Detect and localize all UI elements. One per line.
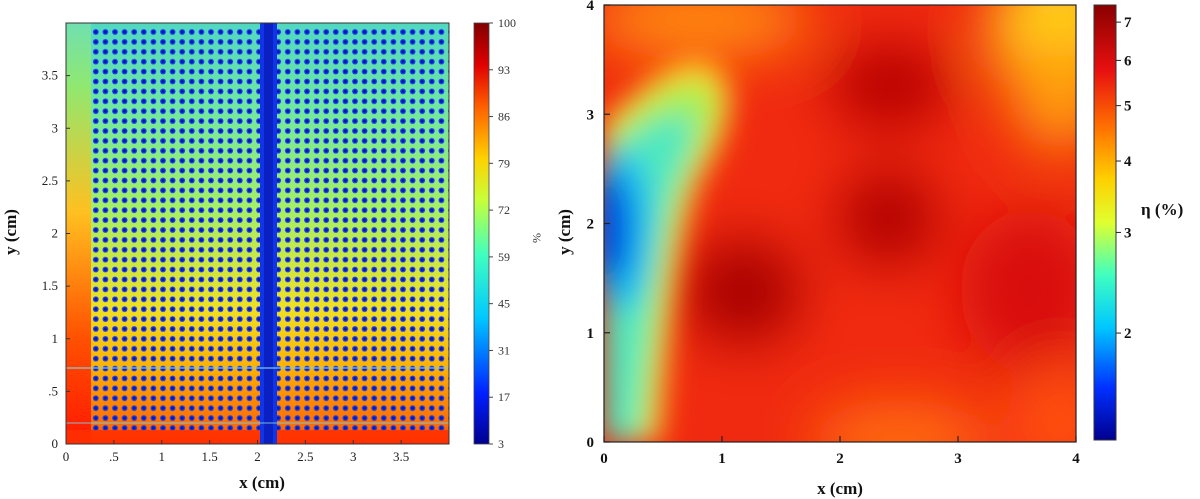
left-colorbar-tick-label: 93 [498, 63, 510, 77]
right-x-ticks: 0 1 2 3 4 [600, 436, 1080, 467]
right-y-tick-label: 0 [587, 435, 595, 451]
left-heatmap-chart: 0 .5 1 1.5 2 2.5 3 3.5 0 .5 1 1.5 2 2.5 3 3.5 x (cm) y… [1, 16, 544, 492]
left-edge-strip [66, 23, 91, 444]
right-y-ticks: 0 1 2 3 4 [587, 0, 610, 451]
right-y-tick-label: 4 [587, 0, 595, 14]
right-x-tick-label: 0 [600, 451, 608, 467]
left-y-tick-label: 1.5 [42, 278, 58, 293]
right-colorbar-tick-label: 3 [1124, 225, 1132, 241]
left-y-tick-label: 0 [52, 436, 59, 451]
left-colorbar-ticks: 100 93 86 79 72 59 45 31 17 3 [489, 16, 516, 451]
left-y-tick-label: 1 [52, 331, 59, 346]
right-x-tick-label: 3 [954, 451, 962, 467]
left-colorbar-tick-label: 86 [498, 110, 510, 124]
right-colorbar-tick-label: 4 [1124, 154, 1132, 170]
right-colorbar-label: η (%) [1141, 200, 1183, 219]
left-colorbar-tick-label: 100 [498, 16, 516, 30]
left-colorbar-label: % [530, 233, 544, 243]
left-x-tick-label: 0 [63, 449, 70, 464]
left-colorbar [473, 22, 490, 445]
right-colorbar [1093, 4, 1117, 441]
right-y-tick-label: 3 [587, 107, 595, 123]
right-colorbar-tick-label: 6 [1124, 53, 1132, 69]
left-x-tick-label: .5 [109, 449, 119, 464]
left-y-tick-label: 2.5 [42, 173, 58, 188]
right-colorbar-tick-label: 5 [1124, 99, 1132, 115]
left-x-tick-label: 1 [159, 449, 166, 464]
left-y-tick-label: 3.5 [42, 68, 58, 83]
left-x-tick-label: 3 [350, 449, 357, 464]
right-y-tick-label: 1 [587, 326, 595, 342]
right-x-tick-label: 1 [718, 451, 726, 467]
left-y-tick-label: 2 [52, 226, 59, 241]
left-colorbar-tick-label: 72 [498, 203, 510, 217]
right-colorbar-tick-label: 7 [1124, 15, 1132, 31]
right-colorbar-ticks: 7 6 5 4 3 2 [1116, 15, 1132, 342]
left-colorbar-tick-label: 17 [498, 390, 510, 404]
left-y-tick-label: .5 [48, 383, 58, 398]
left-y-axis-label: y (cm) [1, 209, 20, 255]
left-y-tick-label: 3 [52, 120, 59, 135]
left-colorbar-tick-label: 79 [498, 156, 510, 170]
left-colorbar-tick-label: 31 [498, 343, 510, 357]
right-x-axis-label: x (cm) [817, 479, 863, 498]
left-colorbar-tick-label: 3 [498, 437, 504, 451]
left-x-tick-label: 2.5 [297, 449, 313, 464]
right-x-tick-label: 2 [836, 451, 844, 467]
right-colorbar-tick-label: 2 [1124, 326, 1132, 342]
left-x-tick-label: 3.5 [393, 449, 409, 464]
left-x-tick-label: 1.5 [202, 449, 218, 464]
right-y-axis-label: y (cm) [555, 209, 574, 255]
left-x-tick-label: 2 [254, 449, 261, 464]
left-y-ticks: 0 .5 1 1.5 2 2.5 3 3.5 [42, 68, 70, 451]
left-colorbar-tick-label: 45 [498, 297, 510, 311]
left-colorbar-tick-label: 59 [498, 250, 510, 264]
right-heatmap-chart: 0 1 2 3 4 0 1 2 3 4 x (cm) y (cm) 7 6 5 4 3 2 η (%) [555, 0, 1183, 498]
right-x-tick-label: 4 [1072, 451, 1080, 467]
left-x-ticks: 0 .5 1 1.5 2 2.5 3 3.5 [63, 440, 409, 464]
right-y-tick-label: 2 [587, 217, 595, 233]
left-x-axis-label: x (cm) [239, 473, 285, 492]
